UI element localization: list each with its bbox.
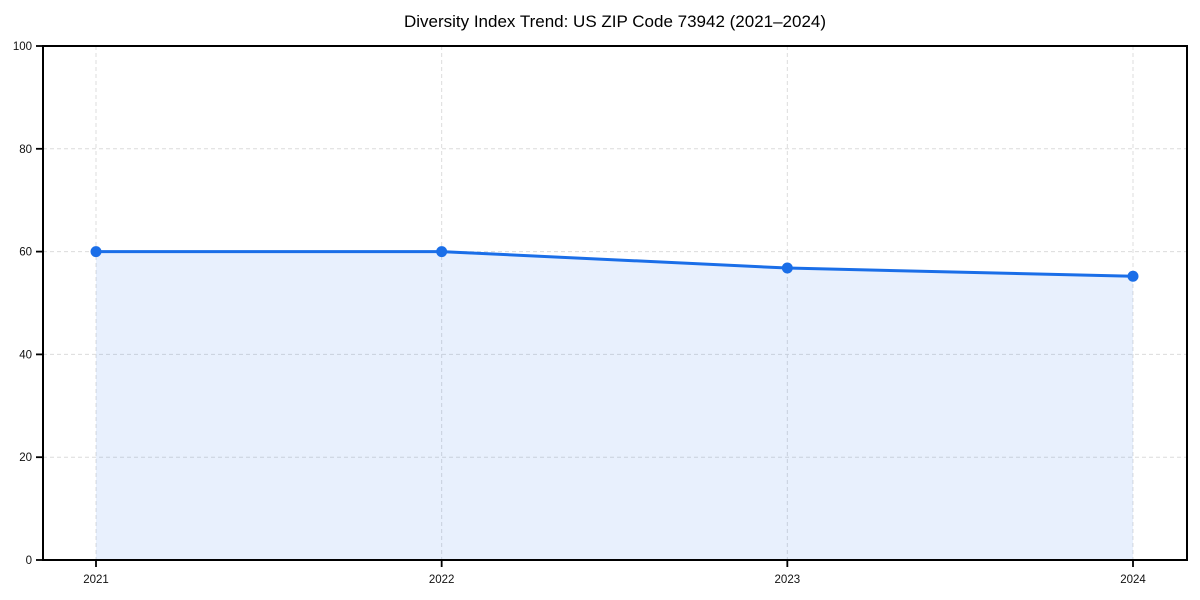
x-tick-label: 2021	[83, 574, 109, 586]
x-tick-label: 2024	[1120, 574, 1146, 586]
y-tick-label: 100	[13, 41, 32, 53]
trend-line	[94, 250, 1135, 278]
y-tick-label: 80	[19, 144, 32, 156]
data-point	[90, 246, 102, 258]
chart-title: Diversity Index Trend: US ZIP Code 73942…	[403, 12, 827, 31]
data-point	[436, 246, 448, 258]
y-tick-label: 40	[19, 349, 32, 361]
area-fill	[96, 251, 1133, 560]
x-tick-label: 2022	[429, 574, 455, 586]
y-tick-label: 60	[19, 247, 32, 259]
plot-border	[42, 45, 1188, 561]
x-tick-label: 2023	[775, 574, 801, 586]
y-tick-label: 0	[26, 555, 32, 567]
y-tick-label: 20	[19, 452, 32, 464]
data-point	[1127, 270, 1139, 282]
data-point	[781, 262, 793, 274]
